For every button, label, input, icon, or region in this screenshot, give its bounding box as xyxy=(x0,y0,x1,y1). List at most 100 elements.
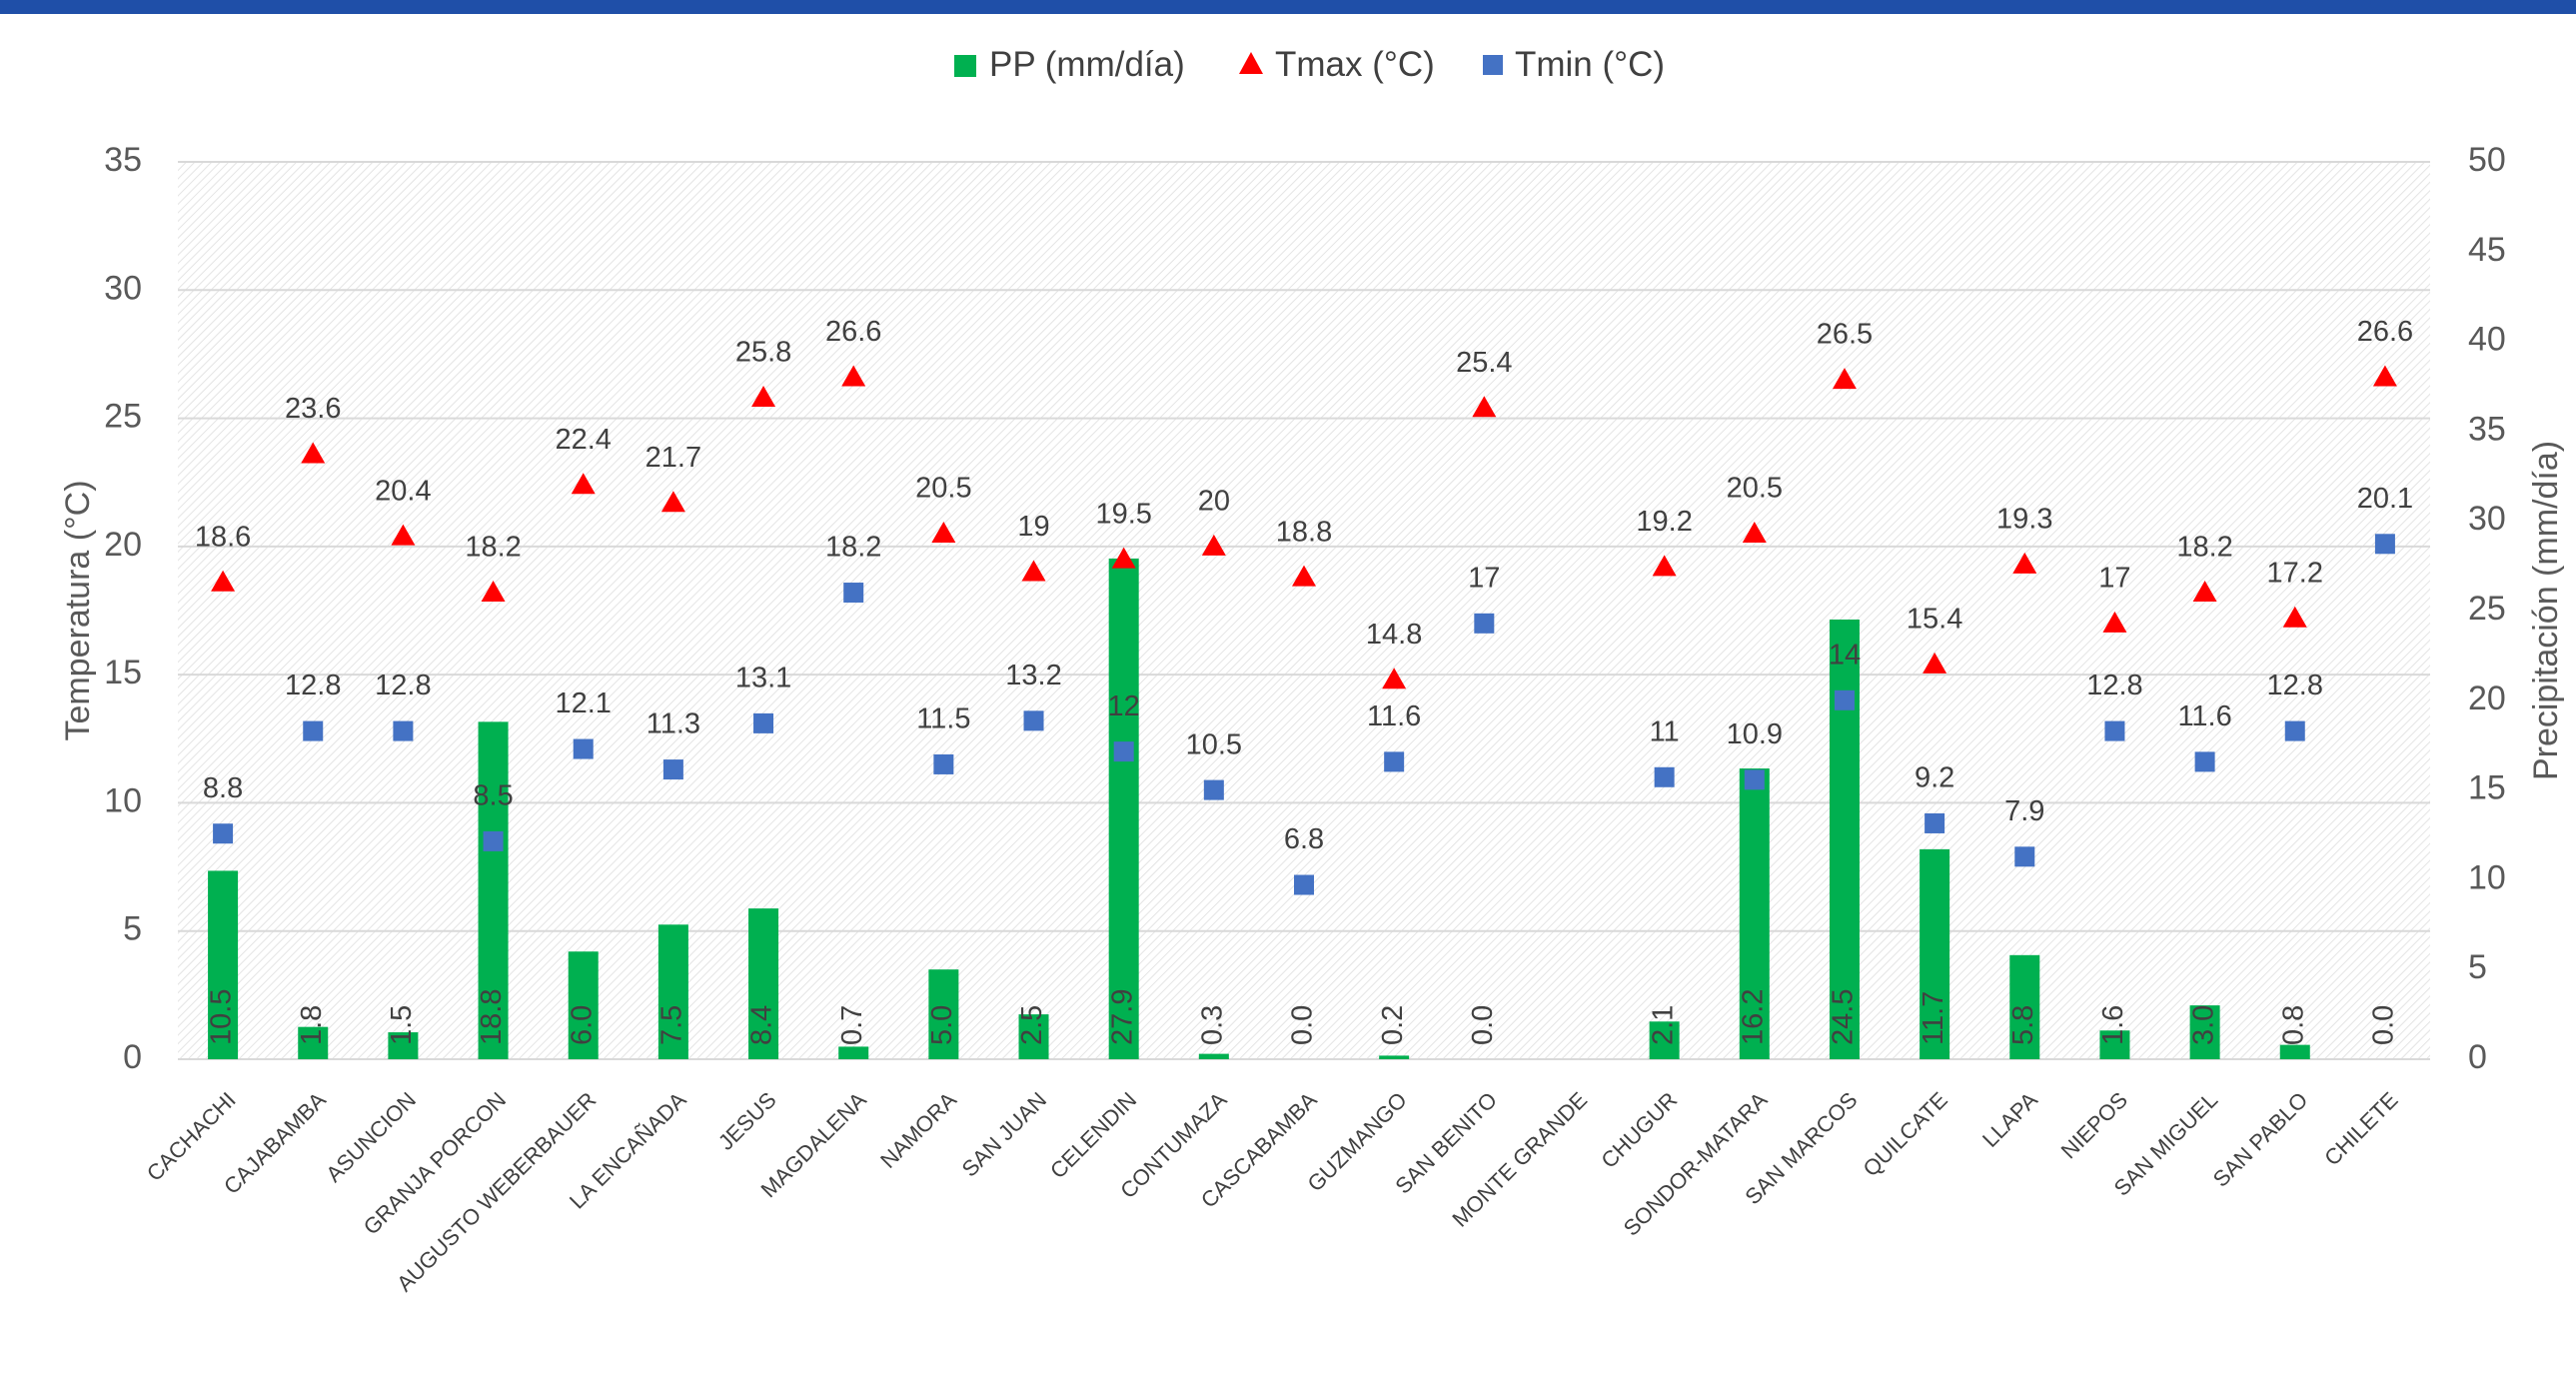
pp-bar-label: 2.1 xyxy=(1647,1005,1679,1045)
tmax-marker xyxy=(2282,606,2307,628)
right-tick-label: 10 xyxy=(2468,858,2506,896)
pp-bar-label: 5.8 xyxy=(2007,1005,2039,1045)
pp-bar-label: 5.0 xyxy=(926,1005,958,1045)
tmin-label: 12.8 xyxy=(2086,670,2142,701)
tmax-marker xyxy=(2192,581,2217,603)
tmin-label: 12.8 xyxy=(285,670,341,701)
tmin-label: 8.5 xyxy=(473,780,513,812)
tmin-label: 14 xyxy=(1829,639,1861,671)
tmin-marker xyxy=(1744,769,1765,790)
tmax-marker xyxy=(2102,611,2127,633)
pp-bar xyxy=(1108,558,1139,1059)
pp-bar xyxy=(1198,1053,1229,1059)
pp-bar-label: 0.0 xyxy=(1467,1005,1499,1045)
pp-bar xyxy=(388,1032,419,1059)
pp-bar-label: 2.5 xyxy=(1016,1005,1048,1045)
tmax-marker xyxy=(1111,547,1136,569)
legend-swatch-tmin xyxy=(1483,55,1503,75)
category-label: CHUGUR xyxy=(1596,1087,1682,1173)
pp-bar xyxy=(1920,848,1950,1059)
tmax-label: 14.8 xyxy=(1366,619,1422,651)
pp-bar-label: 0.0 xyxy=(2368,1005,2400,1045)
right-axis-ticks: 0 5 10 15 20 25 30 35 40 45 50 xyxy=(2468,141,2506,1076)
tmax-label: 23.6 xyxy=(285,393,341,425)
left-tick-label: 30 xyxy=(104,269,142,307)
tmax-label: 19 xyxy=(1017,511,1049,543)
tmin-marker xyxy=(483,830,504,851)
tmin-label: 20.1 xyxy=(2357,483,2413,515)
tmax-label: 21.7 xyxy=(645,442,701,474)
category-label: SAN JUAN xyxy=(957,1087,1052,1182)
left-tick-label: 5 xyxy=(123,910,142,948)
tmin-label: 17 xyxy=(1468,562,1500,594)
tmin-label: 11.6 xyxy=(1367,700,1421,732)
pp-bar xyxy=(478,721,509,1059)
pp-bar-label: 6.0 xyxy=(566,1005,598,1045)
tmin-marker xyxy=(1113,741,1134,762)
pp-bar-label: 3.0 xyxy=(2187,1005,2219,1045)
left-tick-label: 15 xyxy=(104,654,142,691)
left-tick-label: 35 xyxy=(104,141,142,179)
tmin-marker xyxy=(2014,846,2035,867)
legend-label-pp: PP (mm/día) xyxy=(989,45,1185,84)
tmin-marker xyxy=(662,759,683,780)
tmin-label: 12.1 xyxy=(555,688,611,719)
pp-bar-label: 1.5 xyxy=(386,1005,418,1045)
category-label: ASUNCION xyxy=(321,1087,421,1187)
pp-bar xyxy=(2189,1005,2220,1059)
tmax-label: 20 xyxy=(1198,486,1230,518)
gridlines xyxy=(178,161,2430,1060)
pp-bar-label: 16.2 xyxy=(1737,989,1769,1045)
pp-bar-label: 27.9 xyxy=(1106,989,1138,1045)
tmin-marker xyxy=(1023,710,1044,731)
pp-bar-label: 10.5 xyxy=(206,989,238,1045)
pp-bar xyxy=(1649,1021,1680,1059)
tmin-label: 12.8 xyxy=(375,670,431,701)
tmin-label: 11.6 xyxy=(2177,700,2231,732)
right-tick-label: 50 xyxy=(2468,141,2506,179)
tmax-label: 18.6 xyxy=(195,521,251,553)
top-accent-bar xyxy=(0,0,2576,14)
category-label: LLAPA xyxy=(1977,1087,2042,1152)
pp-bars xyxy=(208,558,2310,1059)
right-tick-label: 35 xyxy=(2468,410,2506,448)
category-label: NAMORA xyxy=(875,1087,961,1173)
pp-bar-label: 0.3 xyxy=(1196,1005,1228,1045)
tmax-label: 26.6 xyxy=(2357,316,2413,348)
right-tick-label: 45 xyxy=(2468,231,2506,269)
tmax-label: 19.2 xyxy=(1636,506,1692,538)
pp-bar xyxy=(1379,1055,1410,1059)
tmax-label: 22.4 xyxy=(555,424,611,456)
pp-bar-label: 0.8 xyxy=(2277,1005,2309,1045)
temperature-labels: 18.6 23.6 20.4 18.2 22.4 21.7 25.8 26.6 20.5 19 19… xyxy=(195,316,2413,855)
tmin-marker xyxy=(393,720,414,741)
tmin-marker xyxy=(303,720,324,741)
pp-bar xyxy=(928,969,959,1059)
tmax-marker xyxy=(2012,552,2037,574)
pp-bar-label: 11.7 xyxy=(1918,991,1949,1045)
pp-bar-label: 1.6 xyxy=(2097,1005,2129,1045)
tmax-marker xyxy=(931,522,956,544)
pp-bar-label: 7.5 xyxy=(656,1005,688,1045)
tmin-marker xyxy=(2194,751,2215,772)
tmax-marker xyxy=(1382,668,1407,689)
category-label: SAN PABLO xyxy=(2208,1087,2313,1192)
left-tick-label: 0 xyxy=(123,1038,142,1076)
tmin-label: 6.8 xyxy=(1284,823,1324,855)
pp-bar-label: 1.8 xyxy=(296,1005,328,1045)
tmax-marker xyxy=(1742,522,1767,544)
tmin-label: 10.5 xyxy=(1186,728,1242,760)
tmin-label: 10.9 xyxy=(1727,718,1783,750)
right-tick-label: 25 xyxy=(2468,590,2506,628)
pp-bar xyxy=(2099,1030,2130,1059)
left-axis-title: Temperatura (°C) xyxy=(59,480,97,740)
legend-swatch-tmax xyxy=(1239,52,1263,74)
tmin-marker xyxy=(1654,766,1675,787)
tmax-label: 25.8 xyxy=(735,337,791,369)
tmax-label: 17 xyxy=(2098,562,2130,594)
tmin-label: 12 xyxy=(1108,690,1140,722)
tmax-label: 17.2 xyxy=(2267,557,2323,589)
pp-bar xyxy=(748,908,779,1059)
